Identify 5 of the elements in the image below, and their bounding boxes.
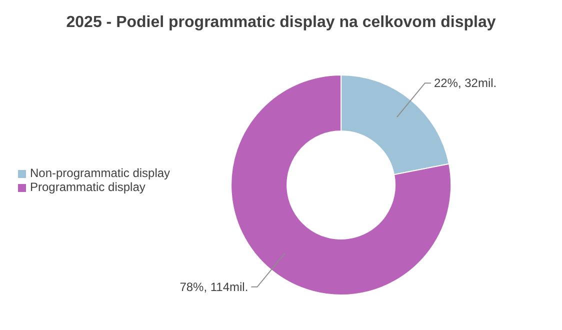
chart-title: 2025 - Podiel programmatic display na celkovom display bbox=[65, 13, 497, 33]
legend-label: Non-programmatic display bbox=[30, 166, 170, 180]
legend-label: Programmatic display bbox=[30, 180, 146, 194]
data-label: 22%, 32mil. bbox=[434, 76, 497, 90]
data-label: 78%, 114mil. bbox=[180, 280, 248, 294]
